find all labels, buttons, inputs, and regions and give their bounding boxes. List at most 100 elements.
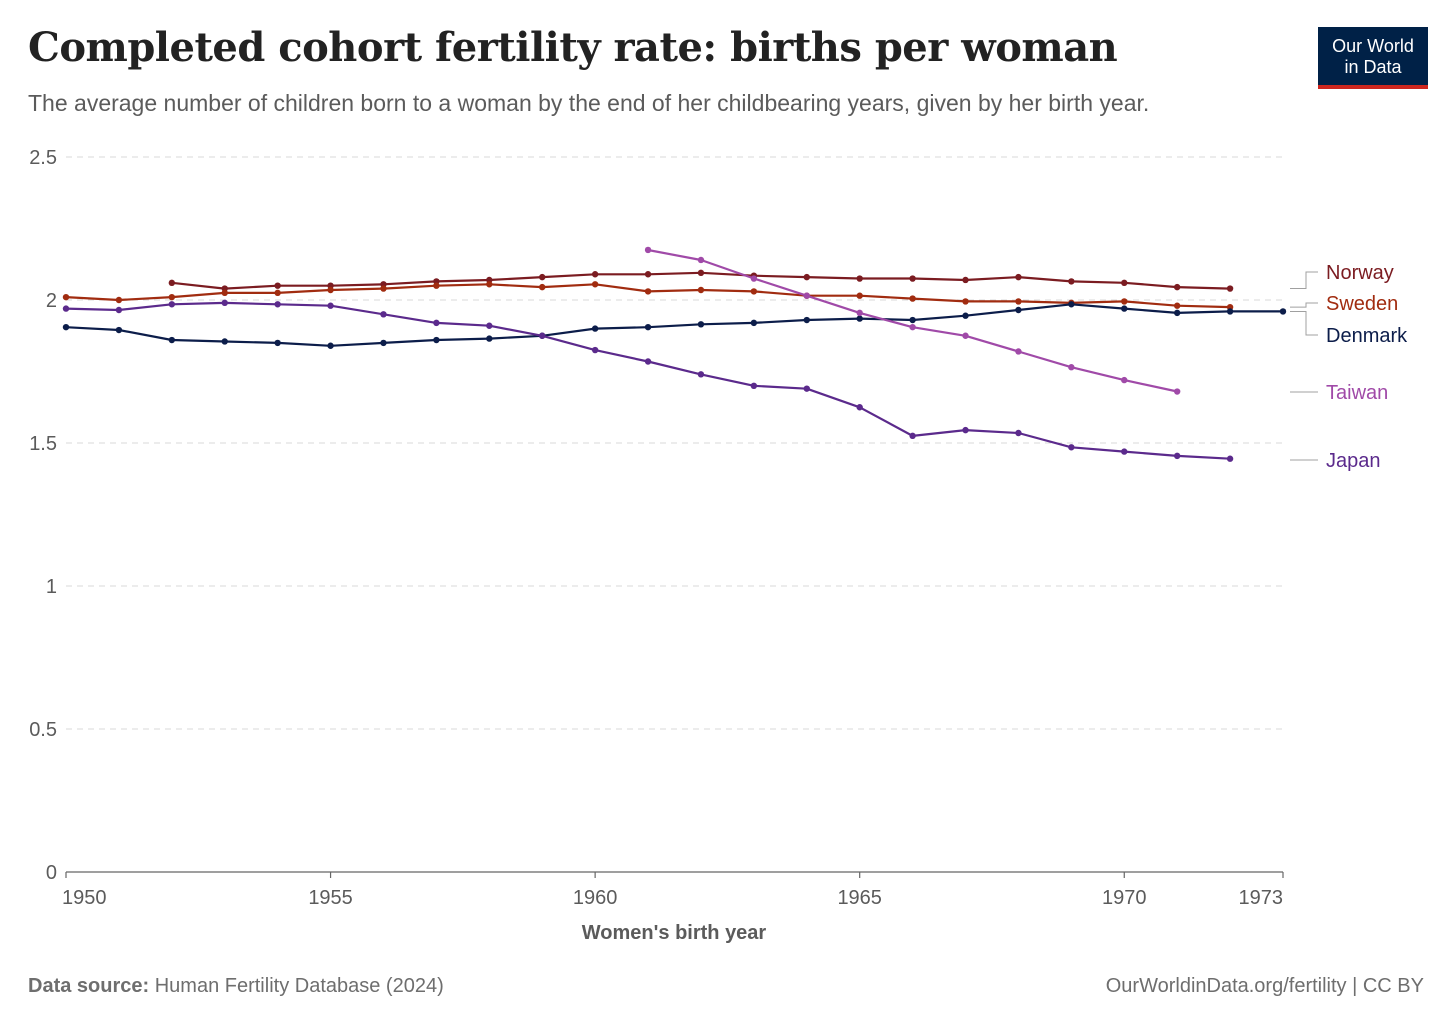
data-point[interactable]: [750, 275, 758, 282]
data-point[interactable]: [856, 315, 863, 322]
data-point[interactable]: [856, 404, 863, 411]
data-point[interactable]: [591, 281, 599, 288]
data-point[interactable]: [274, 301, 281, 308]
data-point[interactable]: [909, 316, 916, 324]
data-point[interactable]: [1173, 309, 1181, 317]
data-point[interactable]: [1226, 308, 1234, 315]
data-point[interactable]: [1015, 348, 1022, 355]
data-point[interactable]: [274, 289, 281, 297]
data-point[interactable]: [486, 335, 493, 342]
data-point[interactable]: [591, 271, 599, 278]
data-point[interactable]: [1121, 305, 1128, 312]
data-point[interactable]: [909, 323, 916, 331]
data-point[interactable]: [644, 288, 652, 295]
data-point[interactable]: [962, 312, 969, 319]
data-point[interactable]: [115, 326, 123, 334]
data-point[interactable]: [1121, 376, 1128, 384]
data-point[interactable]: [1015, 306, 1022, 314]
data-point[interactable]: [962, 298, 969, 305]
data-point[interactable]: [168, 336, 176, 344]
data-point[interactable]: [697, 321, 705, 328]
data-point[interactable]: [486, 322, 493, 329]
data-point[interactable]: [962, 276, 969, 284]
data-point[interactable]: [644, 271, 652, 278]
data-point[interactable]: [644, 358, 652, 365]
data-point[interactable]: [750, 319, 758, 327]
data-point[interactable]: [1068, 444, 1075, 451]
data-point[interactable]: [62, 323, 70, 331]
series-norway[interactable]: [168, 269, 1234, 292]
data-point[interactable]: [909, 275, 916, 282]
data-point[interactable]: [1173, 283, 1181, 291]
data-point[interactable]: [1015, 273, 1022, 281]
data-point[interactable]: [168, 301, 176, 308]
footer-link[interactable]: OurWorldinData.org/fertility | CC BY: [1105, 975, 1424, 997]
data-point[interactable]: [327, 342, 334, 349]
data-point[interactable]: [1015, 298, 1022, 305]
data-point[interactable]: [433, 319, 440, 327]
data-point[interactable]: [327, 302, 334, 309]
data-point[interactable]: [644, 323, 652, 331]
legend-label-norway[interactable]: Norway: [1326, 262, 1394, 284]
series-taiwan[interactable]: [644, 246, 1181, 395]
data-point[interactable]: [1068, 364, 1075, 371]
data-point[interactable]: [221, 338, 228, 345]
legend-label-sweden[interactable]: Sweden: [1326, 293, 1398, 315]
data-point[interactable]: [1173, 388, 1181, 395]
data-point[interactable]: [909, 432, 916, 440]
data-point[interactable]: [803, 273, 810, 281]
data-point[interactable]: [803, 316, 810, 324]
data-point[interactable]: [1226, 455, 1234, 462]
data-point[interactable]: [539, 283, 546, 291]
data-point[interactable]: [221, 289, 228, 297]
data-point[interactable]: [327, 286, 334, 294]
legend-label-denmark[interactable]: Denmark: [1326, 325, 1408, 347]
data-point[interactable]: [274, 339, 281, 347]
data-point[interactable]: [909, 295, 916, 302]
data-point[interactable]: [962, 332, 969, 339]
data-point[interactable]: [539, 273, 546, 281]
data-point[interactable]: [750, 288, 758, 295]
owid-logo[interactable]: Our World in Data: [1318, 27, 1428, 89]
data-point[interactable]: [539, 332, 546, 339]
data-point[interactable]: [433, 282, 440, 289]
data-point[interactable]: [380, 311, 387, 318]
data-point[interactable]: [1173, 452, 1181, 460]
data-point[interactable]: [115, 306, 123, 314]
data-point[interactable]: [1173, 302, 1181, 309]
legend-label-japan[interactable]: Japan: [1326, 450, 1381, 472]
data-point[interactable]: [803, 385, 810, 392]
data-point[interactable]: [1121, 279, 1128, 287]
data-point[interactable]: [697, 256, 705, 264]
data-point[interactable]: [856, 292, 863, 299]
data-point[interactable]: [1068, 278, 1075, 285]
data-point[interactable]: [221, 299, 228, 307]
data-point[interactable]: [697, 286, 705, 294]
data-point[interactable]: [1279, 308, 1287, 315]
data-point[interactable]: [1226, 285, 1234, 292]
data-point[interactable]: [1121, 298, 1128, 305]
data-point[interactable]: [274, 282, 281, 289]
data-point[interactable]: [380, 285, 387, 292]
data-point[interactable]: [62, 305, 70, 312]
data-point[interactable]: [168, 293, 176, 301]
data-point[interactable]: [168, 279, 176, 287]
series-line[interactable]: [64, 303, 1285, 347]
series-denmark[interactable]: [62, 301, 1287, 349]
data-point[interactable]: [433, 336, 440, 344]
data-point[interactable]: [62, 293, 70, 301]
data-point[interactable]: [1121, 448, 1128, 455]
data-point[interactable]: [115, 296, 123, 304]
data-point[interactable]: [750, 382, 758, 389]
data-point[interactable]: [591, 346, 599, 354]
data-point[interactable]: [380, 339, 387, 347]
data-point[interactable]: [1068, 301, 1075, 308]
series-japan[interactable]: [62, 299, 1234, 462]
data-point[interactable]: [697, 269, 705, 277]
data-point[interactable]: [803, 292, 810, 299]
data-point[interactable]: [962, 426, 969, 434]
data-point[interactable]: [486, 281, 493, 288]
data-point[interactable]: [644, 246, 652, 254]
data-point[interactable]: [856, 309, 863, 317]
data-point[interactable]: [697, 371, 705, 378]
